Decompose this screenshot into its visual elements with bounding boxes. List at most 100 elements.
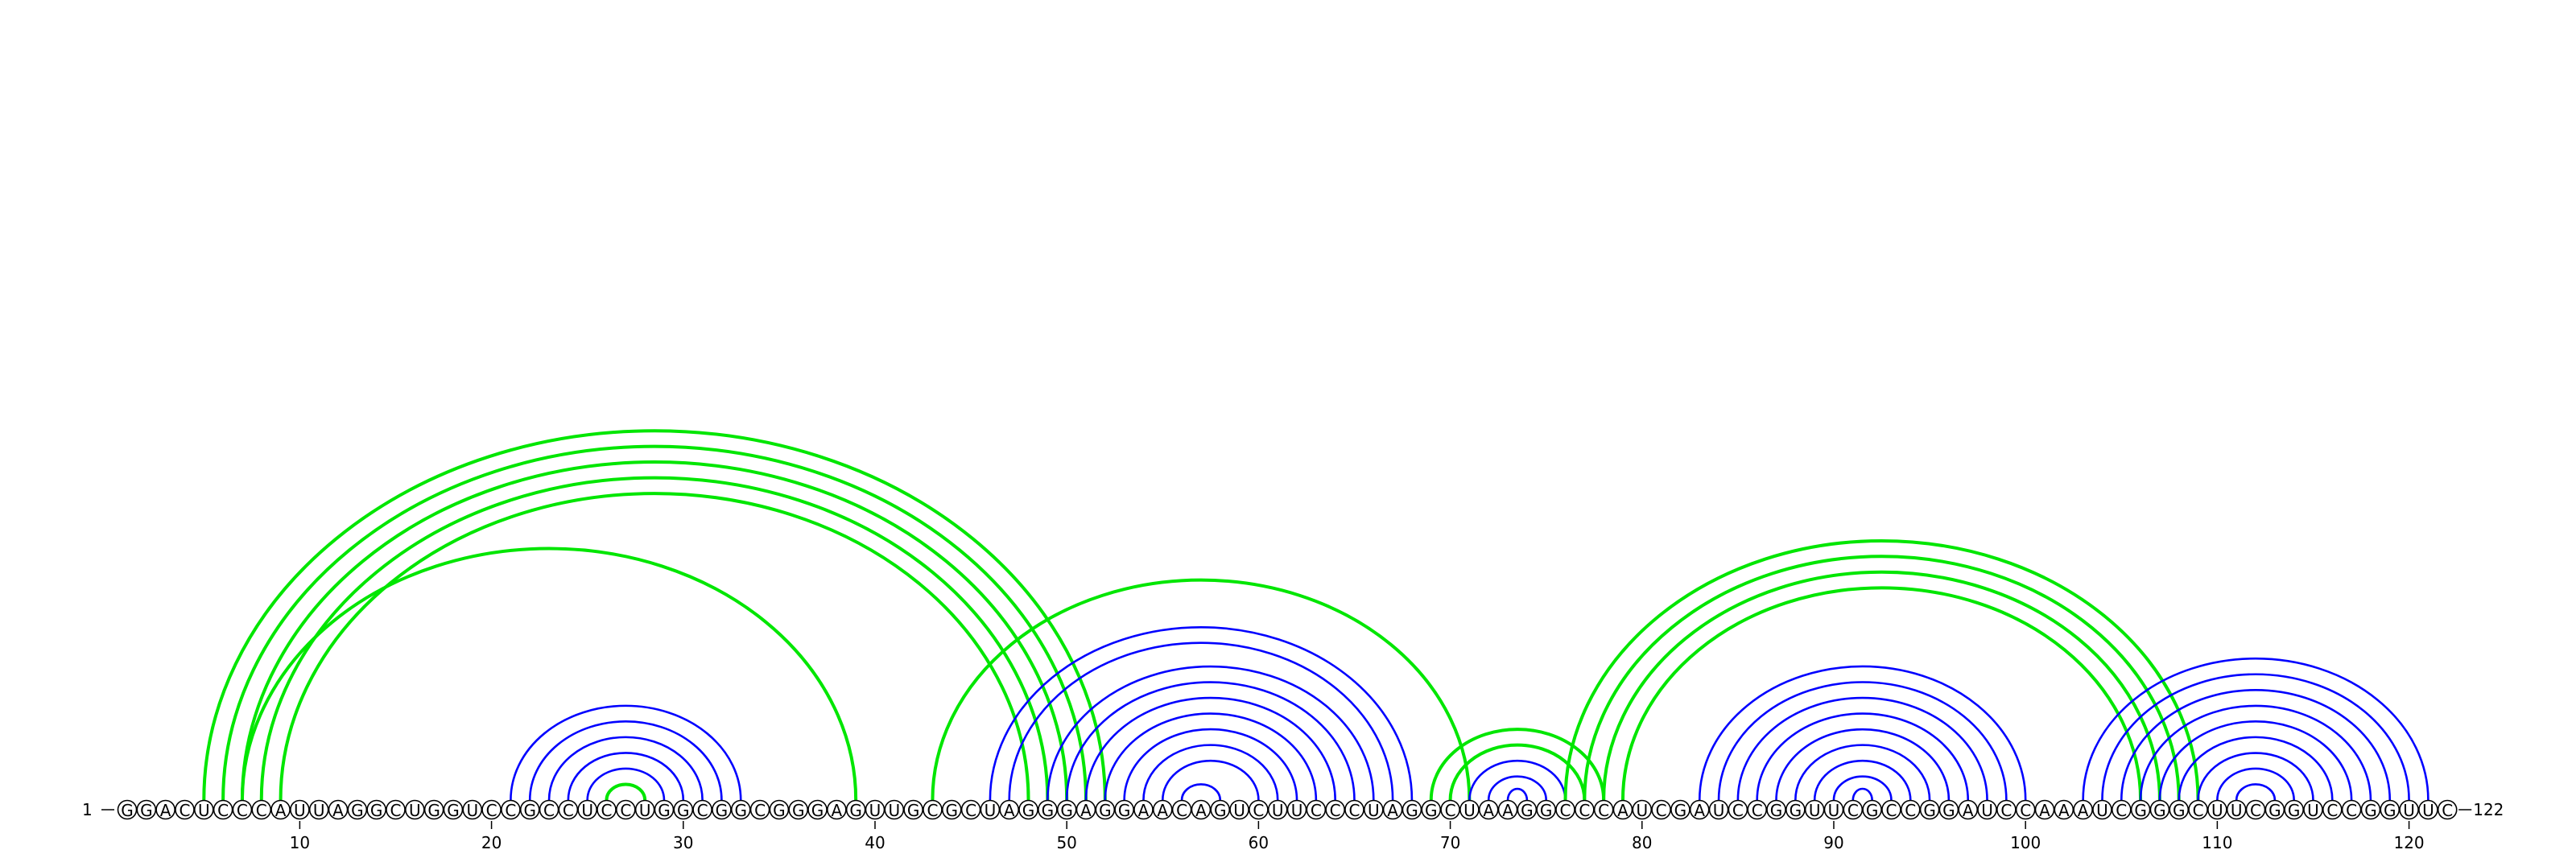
nucleotide-letter: C [1560, 801, 1571, 820]
nucleotide-circle [827, 799, 847, 820]
nucleotide-letter: A [1004, 801, 1015, 820]
base-pair-arc [931, 578, 1472, 801]
nucleotide: G [654, 799, 675, 820]
nucleotide-circle [2322, 799, 2343, 820]
nucleotide-letter: G [792, 801, 805, 820]
nucleotide-letter: C [237, 801, 248, 820]
nucleotide-circle [749, 799, 770, 820]
nucleotide: C [481, 799, 502, 820]
nucleotide: G [1517, 799, 1538, 820]
base-pair-arc [1583, 555, 2181, 801]
nucleotide-letter: C [563, 801, 574, 820]
nucleotide: C [1728, 799, 1748, 820]
nucleotide: A [1075, 799, 1096, 820]
nucleotide-letter: A [2058, 801, 2070, 820]
nucleotide: C [213, 799, 233, 820]
tick-label: 80 [1632, 833, 1652, 852]
nucleotide: G [769, 799, 790, 820]
nucleotide-letter: U [466, 801, 478, 820]
nucleotide-letter: G [1942, 801, 1955, 820]
nucleotide-circle [1785, 799, 1806, 820]
nucleotide-circle [903, 799, 923, 820]
nucleotide-circle [558, 799, 579, 820]
nucleotide-circle [1018, 799, 1038, 820]
nucleotide-circle [2341, 799, 2362, 820]
nucleotide-circle [2015, 799, 2036, 820]
position-ticks: 10 20 30 40 50 60 70 80 90 100 110 120 [290, 821, 2425, 852]
nucleotide-letter: C [2116, 801, 2127, 820]
nucleotide-circle [788, 799, 809, 820]
tick-label: 70 [1440, 833, 1460, 852]
nucleotide-circle [692, 799, 712, 820]
nucleotide-letter: C [1752, 801, 1763, 820]
nucleotide: C [1555, 799, 1575, 820]
base-pair-arc [1563, 538, 2200, 801]
nucleotide-letter: A [1694, 801, 1705, 820]
nucleotide-circle [1306, 799, 1327, 820]
nucleotide-letter: G [2173, 801, 2186, 820]
nucleotide-letter: G [1022, 801, 1035, 820]
nucleotide-circle [1249, 799, 1269, 820]
nucleotide-circle [539, 799, 559, 820]
nucleotide-circle [1938, 799, 1959, 820]
nucleotide: A [328, 799, 349, 820]
base-pair-arc [1698, 665, 2027, 801]
nucleotide-letter: U [985, 801, 997, 820]
base-pair-arc [1429, 728, 1606, 801]
nucleotide: G [2169, 799, 2190, 820]
end-position-label: 122 [2473, 800, 2504, 819]
nucleotide-letter: G [2384, 801, 2396, 820]
nucleotide-letter: C [1330, 801, 1341, 820]
nucleotide: G [1018, 799, 1038, 820]
nucleotide: G [788, 799, 809, 820]
nucleotide: C [692, 799, 712, 820]
nucleotide: U [2207, 799, 2227, 820]
nucleotide: C [251, 799, 272, 820]
nucleotide-circle [1478, 799, 1499, 820]
nucleotide-circle [1095, 799, 1116, 820]
nucleotide: C [1575, 799, 1595, 820]
nucleotide-circle [2264, 799, 2285, 820]
base-pair-arc [2120, 689, 2392, 801]
nucleotide-letter: C [927, 801, 938, 820]
base-pair-arc [586, 767, 666, 801]
nucleotide-letter: A [1387, 801, 1398, 820]
nucleotide-circle [1881, 799, 1901, 820]
nucleotide-circle [1459, 799, 1480, 820]
base-pair-arc [547, 736, 704, 801]
nucleotide-letter: C [754, 801, 766, 820]
nucleotide-circle [1575, 799, 1595, 820]
base-pair-arc [567, 752, 685, 801]
nucleotide-letter: G [1425, 801, 1438, 820]
nucleotide-letter: A [831, 801, 842, 820]
nucleotide-circle [2073, 799, 2093, 820]
nucleotide-letter: C [2346, 801, 2357, 820]
tick-label: 100 [2010, 833, 2041, 852]
nucleotide-letter: A [1195, 801, 1207, 820]
nucleotide: A [155, 799, 175, 820]
nucleotide: A [827, 799, 847, 820]
nucleotide-letter: C [390, 801, 401, 820]
nucleotide: U [1632, 799, 1653, 820]
nucleotide-letter: U [581, 801, 593, 820]
base-pair-arc [2178, 736, 2334, 801]
nucleotide-letter: G [140, 801, 153, 820]
nucleotide: U [462, 799, 483, 820]
nucleotide-letter: G [370, 801, 383, 820]
nucleotide-circle [232, 799, 253, 820]
nucleotide-circle [1612, 799, 1633, 820]
nucleotide: G [1114, 799, 1134, 820]
nucleotide-letter: U [1368, 801, 1380, 820]
base-pair-arcs [202, 428, 2429, 801]
base-pair-arc [2235, 783, 2277, 801]
nucleotide-circle [923, 799, 943, 820]
nucleotide-circle [1996, 799, 2017, 820]
nucleotide: U [1286, 799, 1307, 820]
nucleotide-circle [2226, 799, 2247, 820]
nucleotide: U [577, 799, 597, 820]
base-pair-arc [240, 460, 1069, 801]
nucleotide: U [2092, 799, 2112, 820]
nucleotide-circle [1708, 799, 1729, 820]
base-pair-arc [989, 625, 1414, 801]
nucleotide: C [616, 799, 636, 820]
